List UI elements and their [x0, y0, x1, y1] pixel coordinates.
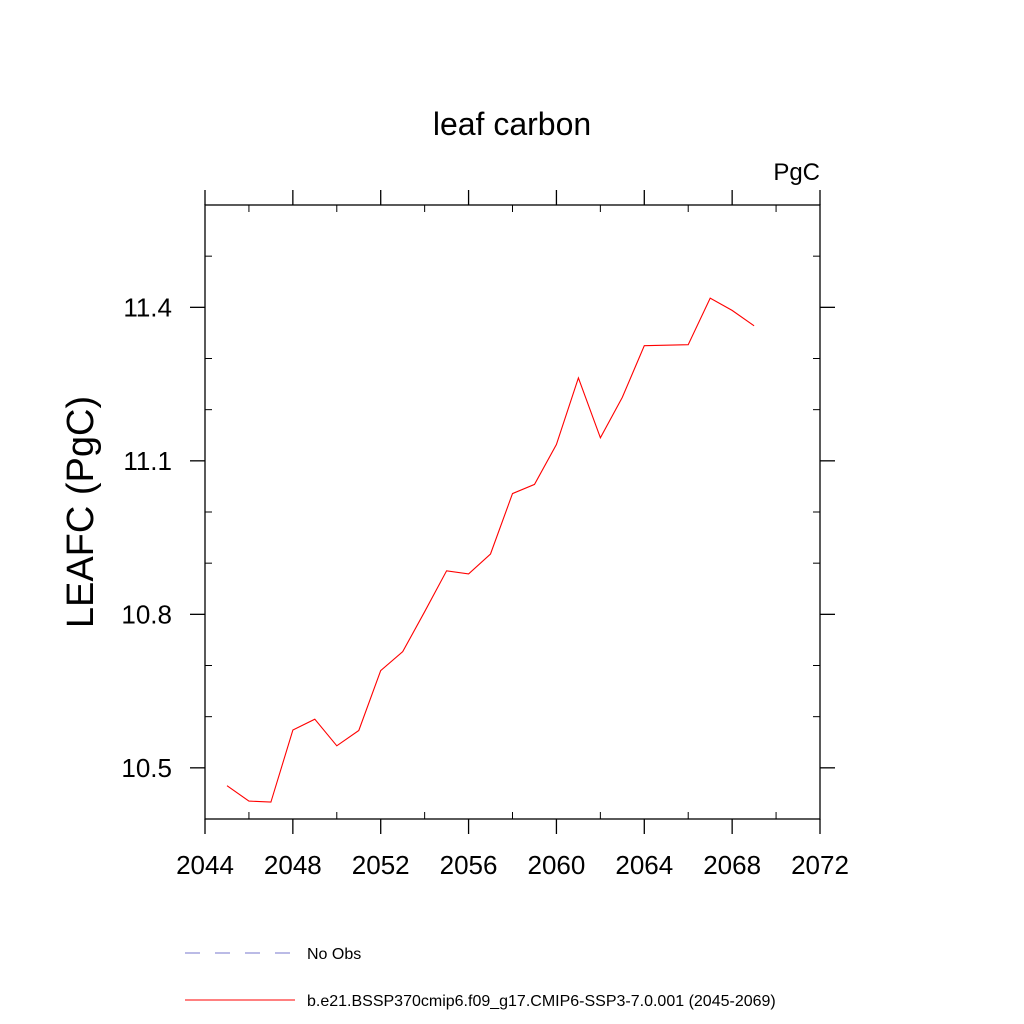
series-lines [226, 297, 755, 803]
chart-title: leaf carbon [433, 106, 591, 142]
plot-frame [204, 204, 821, 820]
x-tick-label: 2044 [176, 850, 234, 880]
x-tick-label: 2052 [352, 850, 410, 880]
x-tick-label: 2064 [615, 850, 673, 880]
x-tick-label: 2060 [528, 850, 586, 880]
units-label: PgC [773, 159, 820, 186]
y-axis-label: LEAFC (PgC) [60, 396, 102, 628]
x-tick-label: 2056 [440, 850, 498, 880]
y-tick-label: 10.8 [121, 599, 172, 629]
x-tick-label: 2072 [791, 850, 849, 880]
legend: No Obs b.e21.BSSP370cmip6.f09_g17.CMIP6-… [185, 946, 776, 1010]
y-tick-label: 11.4 [123, 292, 172, 322]
x-tick-label: 2048 [264, 850, 322, 880]
x-tick-label: 2068 [703, 850, 761, 880]
y-tick-label: 11.1 [123, 446, 172, 476]
series-line [226, 297, 755, 803]
axis-ticks [190, 190, 835, 834]
legend-label-no-obs: No Obs [307, 946, 361, 963]
legend-label-series: b.e21.BSSP370cmip6.f09_g17.CMIP6-SSP3-7.… [307, 993, 776, 1010]
y-tick-label: 10.5 [121, 753, 172, 783]
tick-labels: 2044 2048 2052 2056 2060 2064 2068 2072 10.5 10.8… [121, 292, 849, 880]
